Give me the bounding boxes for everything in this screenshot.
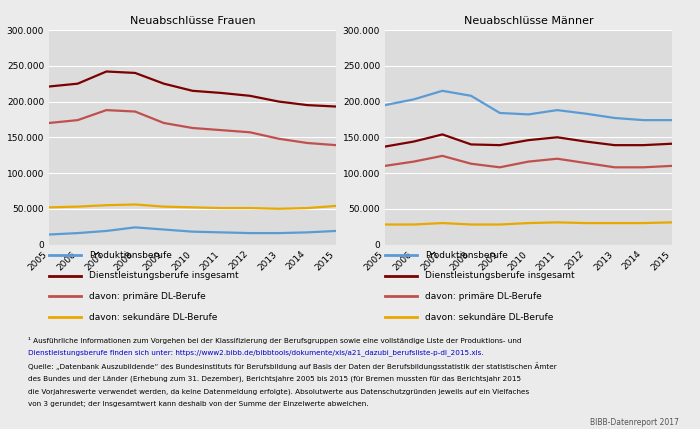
Text: des Bundes und der Länder (Erhebung zum 31. Dezember), Berichtsjahre 2005 bis 20: des Bundes und der Länder (Erhebung zum …: [28, 375, 521, 382]
Text: BIBB-Datenreport 2017: BIBB-Datenreport 2017: [590, 418, 679, 427]
Text: Produktionsberufe: Produktionsberufe: [89, 251, 172, 260]
Text: Dienstleistungsberufe insgesamt: Dienstleistungsberufe insgesamt: [425, 272, 575, 280]
Text: Quelle: „Datenbank Auszubildende“ des Bundesinstituts für Berufsbildung auf Basi: Quelle: „Datenbank Auszubildende“ des Bu…: [28, 363, 556, 370]
Text: davon: sekundäre DL-Berufe: davon: sekundäre DL-Berufe: [89, 313, 217, 321]
Text: ¹ Ausführliche Informationen zum Vorgehen bei der Klassifizierung der Berufsgrup: ¹ Ausführliche Informationen zum Vorgehe…: [28, 337, 522, 344]
Text: von 3 gerundet; der Insgesamtwert kann deshalb von der Summe der Einzelwerte abw: von 3 gerundet; der Insgesamtwert kann d…: [28, 401, 368, 407]
Text: Dienstleistungsberufe insgesamt: Dienstleistungsberufe insgesamt: [89, 272, 239, 280]
Title: Neuabschlüsse Frauen: Neuabschlüsse Frauen: [130, 16, 256, 27]
Text: Dienstleistungsberufe finden sich unter: https://www2.bibb.de/bibbtools/dokument: Dienstleistungsberufe finden sich unter:…: [28, 350, 484, 356]
Text: davon: primäre DL-Berufe: davon: primäre DL-Berufe: [89, 292, 206, 301]
Text: Produktionsberufe: Produktionsberufe: [425, 251, 508, 260]
Text: die Vorjahreswerte verwendet werden, da keine Datenmeldung erfolgte). Absolutwer: die Vorjahreswerte verwendet werden, da …: [28, 388, 529, 395]
Title: Neuabschlüsse Männer: Neuabschlüsse Männer: [463, 16, 594, 27]
Text: davon: sekundäre DL-Berufe: davon: sekundäre DL-Berufe: [425, 313, 553, 321]
Text: davon: primäre DL-Berufe: davon: primäre DL-Berufe: [425, 292, 542, 301]
